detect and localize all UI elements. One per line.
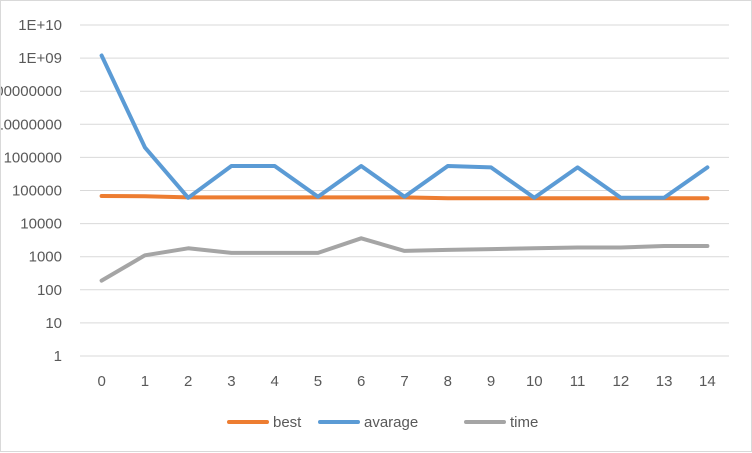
data-point-best bbox=[273, 195, 277, 199]
data-point-best bbox=[143, 194, 147, 198]
legend-label-time: time bbox=[510, 414, 538, 431]
x-tick-label: 13 bbox=[656, 373, 673, 390]
data-point-time bbox=[705, 244, 709, 248]
data-point-avarage bbox=[705, 165, 709, 169]
x-tick-label: 5 bbox=[314, 373, 322, 390]
data-point-time bbox=[532, 246, 536, 250]
x-tick-label: 1 bbox=[141, 373, 149, 390]
x-tick-label: 9 bbox=[487, 373, 495, 390]
y-tick-label: 1000000 bbox=[4, 149, 62, 166]
data-point-avarage bbox=[403, 195, 407, 199]
data-point-avarage bbox=[273, 164, 277, 168]
data-point-best bbox=[100, 194, 104, 198]
data-point-time bbox=[229, 251, 233, 255]
data-point-avarage bbox=[532, 196, 536, 200]
data-point-avarage bbox=[662, 196, 666, 200]
data-point-avarage bbox=[359, 164, 363, 168]
data-point-time bbox=[446, 248, 450, 252]
x-tick-label: 3 bbox=[227, 373, 235, 390]
x-tick-label: 11 bbox=[570, 373, 586, 390]
data-point-time bbox=[619, 245, 623, 249]
data-point-best bbox=[446, 196, 450, 200]
x-tick-label: 12 bbox=[612, 373, 629, 390]
series-line-time bbox=[99, 236, 710, 283]
data-point-avarage bbox=[143, 145, 147, 149]
data-point-time bbox=[359, 236, 363, 240]
data-point-avarage bbox=[619, 196, 623, 200]
data-point-best bbox=[705, 196, 709, 200]
y-tick-label: 1 bbox=[54, 348, 62, 365]
data-point-time bbox=[403, 249, 407, 253]
data-point-best bbox=[576, 196, 580, 200]
data-point-avarage bbox=[100, 53, 104, 57]
x-tick-label: 8 bbox=[444, 373, 452, 390]
data-point-time bbox=[576, 245, 580, 249]
legend-label-avarage: avarage bbox=[364, 414, 418, 431]
x-tick-label: 4 bbox=[271, 373, 279, 390]
y-tick-label: 1E+10 bbox=[18, 17, 62, 34]
x-tick-label: 6 bbox=[357, 373, 365, 390]
y-tick-label: 100 bbox=[37, 282, 62, 299]
data-point-avarage bbox=[446, 164, 450, 168]
y-tick-label: 10000 bbox=[20, 216, 62, 233]
y-tick-label: 10 bbox=[45, 315, 62, 332]
data-point-best bbox=[229, 195, 233, 199]
gridlines bbox=[80, 24, 729, 357]
data-point-best bbox=[489, 196, 493, 200]
data-point-time bbox=[186, 246, 190, 250]
data-point-time bbox=[100, 279, 104, 283]
data-point-avarage bbox=[489, 165, 493, 169]
x-tick-label: 14 bbox=[699, 373, 716, 390]
data-point-time bbox=[316, 251, 320, 255]
y-tick-label: 100000 bbox=[12, 183, 62, 200]
y-tick-label: 1000 bbox=[29, 249, 62, 266]
x-tick-label: 2 bbox=[184, 373, 192, 390]
x-tick-label: 7 bbox=[400, 373, 408, 390]
data-point-time bbox=[273, 251, 277, 255]
data-point-best bbox=[359, 195, 363, 199]
legend: best avarage time bbox=[227, 414, 538, 431]
y-tick-label: 10000000 bbox=[1, 116, 62, 133]
series-line-avarage bbox=[99, 53, 710, 200]
series-lines bbox=[99, 53, 710, 283]
legend-label-best: best bbox=[273, 414, 302, 431]
data-point-time bbox=[489, 247, 493, 251]
data-point-time bbox=[143, 253, 147, 257]
y-tick-label: 1E+09 bbox=[18, 50, 62, 67]
y-axis-ticks: 1 10 100 1000 10000 100000 1000000 10000000 1000… bbox=[1, 17, 62, 365]
x-tick-label: 10 bbox=[526, 373, 543, 390]
x-axis-ticks: 0 1 2 3 4 5 6 7 8 9 10 11 12 13 14 bbox=[97, 373, 715, 390]
data-point-avarage bbox=[229, 164, 233, 168]
data-point-avarage bbox=[186, 196, 190, 200]
x-tick-label: 0 bbox=[97, 373, 105, 390]
data-point-time bbox=[662, 244, 666, 248]
data-point-avarage bbox=[316, 195, 320, 199]
data-point-avarage bbox=[576, 165, 580, 169]
